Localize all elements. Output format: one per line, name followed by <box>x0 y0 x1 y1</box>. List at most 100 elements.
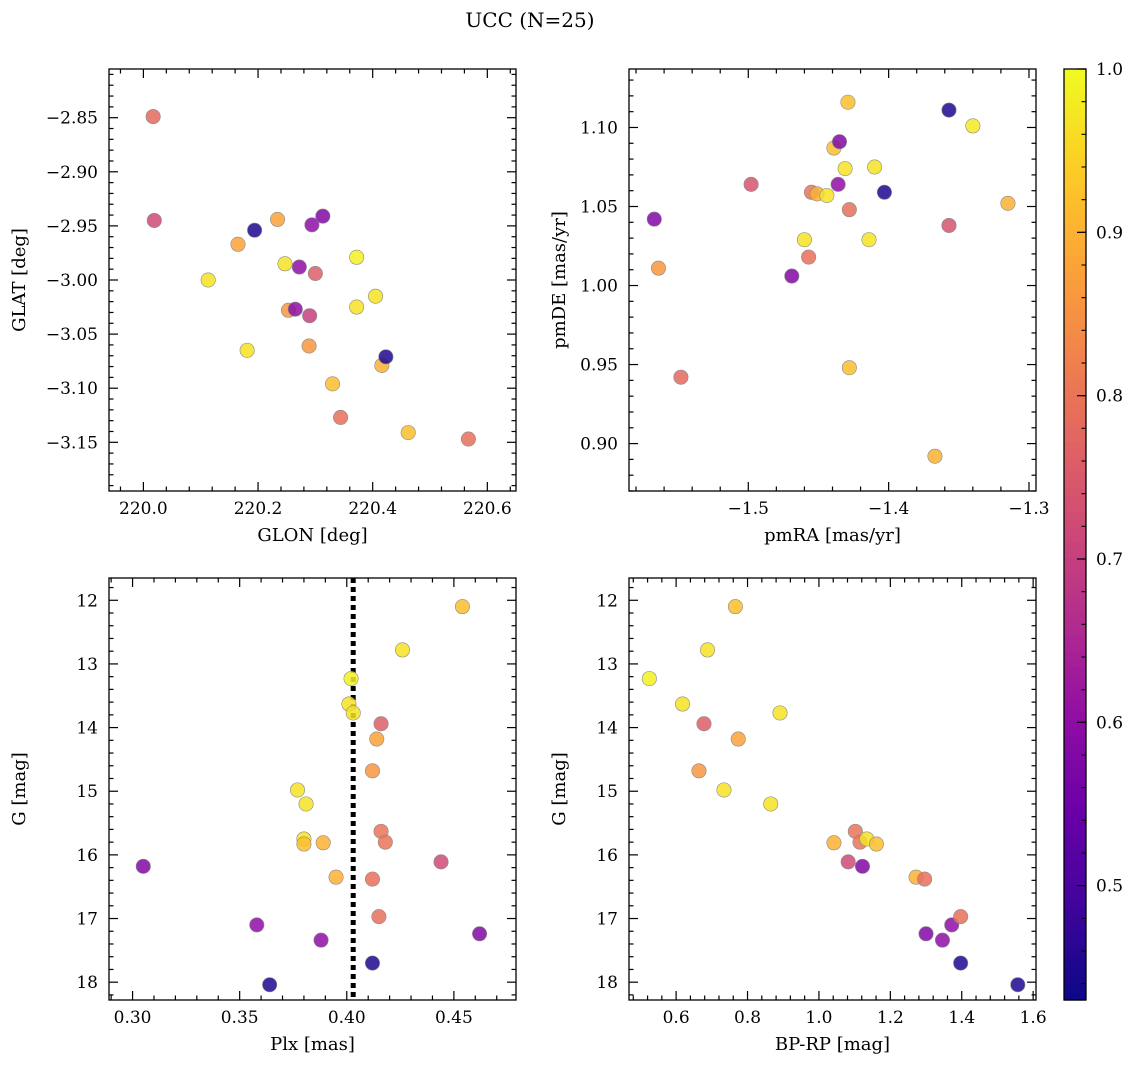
y-tick-label: −3.00 <box>46 271 98 291</box>
colorbar-segment <box>1064 115 1086 124</box>
x-tick-label: 0.6 <box>663 1008 690 1028</box>
data-point <box>368 288 384 304</box>
data-point <box>743 176 759 192</box>
x-tick-label: 1.2 <box>877 1008 904 1028</box>
data-point <box>918 926 934 942</box>
colorbar-segment <box>1064 317 1086 326</box>
x-tick-label: 0.35 <box>221 1008 259 1028</box>
colorbar-segment <box>1064 922 1086 931</box>
data-point <box>371 909 387 925</box>
colorbar-segment <box>1064 100 1086 109</box>
colorbar-segment <box>1064 604 1086 613</box>
data-point <box>345 705 361 721</box>
colorbar-segment <box>1064 635 1086 644</box>
colorbar-segment <box>1064 557 1086 567</box>
data-point <box>394 642 410 658</box>
data-point <box>325 376 341 392</box>
colorbar-segment <box>1064 418 1086 427</box>
colorbar-segment <box>1064 627 1086 636</box>
panel-glon-glat: 220.0 220.2 220.4 220.6 −2.85 −2.90 −2.95 −3.00… <box>9 68 517 546</box>
data-point <box>301 338 317 354</box>
colorbar-segment <box>1064 689 1086 699</box>
data-point <box>313 932 329 948</box>
colorbar-segment <box>1064 208 1086 218</box>
data-point <box>641 671 657 687</box>
colorbar-segment <box>1064 193 1086 202</box>
colorbar-segment <box>1064 123 1086 132</box>
data-point <box>1010 977 1026 993</box>
colorbar-segment <box>1064 666 1086 675</box>
x-tick-label: 220.0 <box>119 499 168 519</box>
data-point <box>287 301 303 317</box>
colorbar-segment <box>1064 503 1086 512</box>
colorbar-segment <box>1064 930 1086 939</box>
panel-bprp-g: 0.6 0.8 1.0 1.2 1.4 1.6 12 13 14 15 16 17 18 BP-RP [m… <box>549 577 1047 1055</box>
colorbar-segment <box>1064 643 1086 652</box>
colorbar-segment <box>1064 200 1086 210</box>
data-point <box>927 448 943 464</box>
data-point <box>801 249 817 265</box>
colorbar-segment <box>1064 456 1086 466</box>
colorbar-segment <box>1064 705 1086 714</box>
data-point <box>861 232 877 248</box>
data-point <box>837 161 853 177</box>
colorbar-segment <box>1064 92 1086 101</box>
colorbar-segment <box>1064 596 1086 605</box>
colorbar-segment <box>1064 775 1086 784</box>
colorbar-segment <box>1064 984 1086 993</box>
data-point <box>819 187 835 203</box>
data-point <box>934 932 950 948</box>
data-point <box>200 272 216 288</box>
axes-frame <box>628 68 1037 492</box>
data-point <box>472 926 488 942</box>
data-point <box>953 909 969 925</box>
colorbar-segment <box>1064 581 1086 590</box>
colorbar-segment <box>1064 813 1086 823</box>
colorbar-segment <box>1064 829 1086 838</box>
data-point <box>796 232 812 248</box>
y-tick-label: 18 <box>596 973 618 993</box>
data-point <box>364 763 380 779</box>
colorbar-segment <box>1064 239 1086 249</box>
colorbar-segment <box>1064 542 1086 551</box>
y-tick-label: −3.10 <box>46 379 98 399</box>
y-tick-label: −3.05 <box>46 325 98 345</box>
y-tick-label: 17 <box>596 910 618 930</box>
colorbar: 0.5 0.6 0.7 0.8 0.9 1.0 <box>1063 60 1123 1001</box>
x-tick-label: 0.40 <box>328 1008 366 1028</box>
data-point <box>876 184 892 200</box>
colorbar-segment <box>1064 720 1086 730</box>
data-point <box>700 642 716 658</box>
colorbar-segment <box>1064 821 1086 830</box>
data-point <box>675 696 691 712</box>
data-point <box>315 208 331 224</box>
colorbar-segment <box>1064 743 1086 753</box>
data-point <box>378 349 394 365</box>
colorbar-segment <box>1064 487 1086 497</box>
y-tick-label: 0.90 <box>580 435 618 455</box>
x-axis-label: GLON [deg] <box>257 525 367 546</box>
data-point <box>784 268 800 284</box>
colorbar-segment <box>1064 844 1086 854</box>
x-axis-label: pmRA [mas/yr] <box>764 525 901 546</box>
colorbar-segment <box>1064 286 1086 295</box>
y-tick-label: 12 <box>76 591 98 611</box>
y-tick-label: 16 <box>76 846 98 866</box>
data-point <box>696 716 712 732</box>
y-tick-label: 14 <box>76 719 98 739</box>
panel-plx-g: 0.30 0.35 0.40 0.45 12 13 14 15 16 17 18 Plx [mas] G… <box>9 577 517 1055</box>
colorbar-segment <box>1064 573 1086 582</box>
colorbar-tick-label: 1.0 <box>1096 60 1123 80</box>
data-point <box>315 835 331 851</box>
data-point <box>965 118 981 134</box>
x-tick-label: 0.30 <box>114 1008 152 1028</box>
colorbar-segment <box>1064 790 1086 799</box>
colorbar-segment <box>1064 472 1086 481</box>
data-point <box>296 836 312 852</box>
data-point <box>650 260 666 276</box>
x-tick-label: 1.0 <box>805 1008 832 1028</box>
axes-frame <box>628 577 1037 1001</box>
y-tick-label: 1.10 <box>580 118 618 138</box>
colorbar-segment <box>1064 356 1086 365</box>
